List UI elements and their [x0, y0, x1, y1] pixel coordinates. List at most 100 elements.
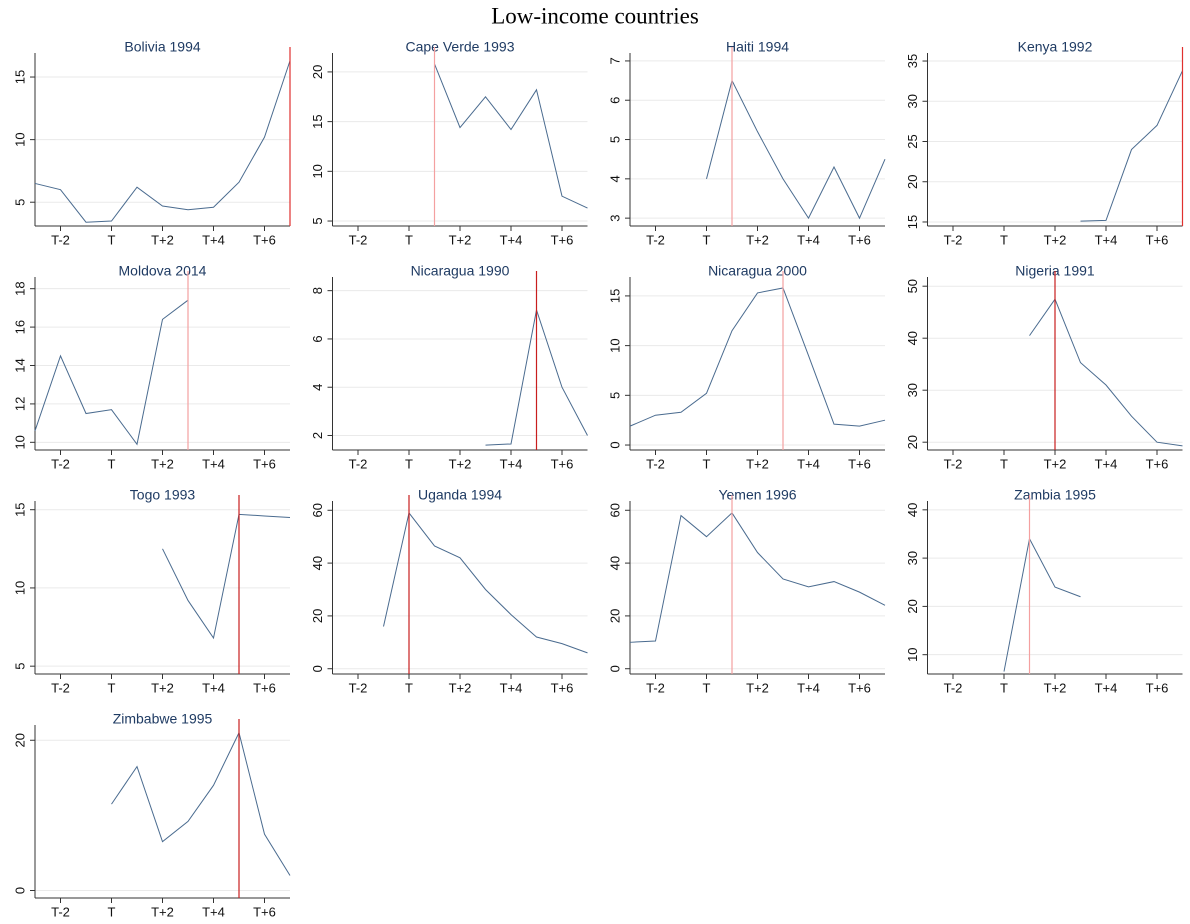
y-tick-label: 15	[310, 114, 325, 128]
data-line	[629, 287, 886, 427]
y-tick-label: 10	[310, 164, 325, 178]
x-tick-label: T+2	[151, 904, 174, 919]
y-tick-label: 12	[12, 397, 27, 411]
x-tick-label: T+6	[848, 680, 871, 695]
x-tick-label: T+6	[551, 456, 574, 471]
x-tick-label: T+4	[202, 232, 225, 247]
y-tick-label: 60	[310, 503, 325, 517]
y-tick-label: 6	[310, 335, 325, 342]
panel-title: Haiti 1994	[726, 39, 789, 55]
x-tick-label: T+2	[1044, 456, 1067, 471]
panel: Nigeria 1991 20 30 40 50 T-2 T T+2 T+4 T+6	[905, 263, 1183, 471]
y-tick-label: 5	[12, 199, 27, 206]
x-tick-label: T	[703, 232, 711, 247]
page-title: Low-income countries	[491, 3, 699, 28]
x-tick-label: T	[405, 680, 413, 695]
x-tick-label: T+2	[1044, 232, 1067, 247]
y-tick-label: 7	[607, 57, 622, 64]
x-tick-label: T+2	[449, 456, 472, 471]
y-tick-label: 40	[310, 556, 325, 570]
x-tick-label: T+6	[848, 232, 871, 247]
panel-title: Nicaragua 1990	[411, 263, 510, 279]
data-line	[383, 511, 588, 654]
y-tick-label: 15	[12, 70, 27, 84]
x-tick-label: T+2	[151, 456, 174, 471]
y-tick-label: 20	[310, 65, 325, 79]
y-tick-label: 5	[12, 663, 27, 670]
panel: Nicaragua 2000 0 5 10 15 T-2 T T+2 T+4 T+6	[607, 263, 886, 471]
y-tick-label: 35	[905, 54, 920, 68]
y-tick-label: 30	[905, 551, 920, 565]
y-tick-label: 20	[905, 599, 920, 613]
y-tick-label: 40	[905, 503, 920, 517]
x-tick-label: T+6	[253, 904, 276, 919]
x-tick-label: T-2	[51, 680, 70, 695]
panel: Moldova 2014 10 12 14 16 18 T-2 T T+2 T+4 T+6	[12, 263, 290, 471]
y-tick-label: 20	[310, 609, 325, 623]
x-tick-label: T+6	[253, 232, 276, 247]
x-tick-label: T+4	[500, 456, 523, 471]
y-tick-label: 40	[905, 331, 920, 345]
x-tick-label: T+4	[797, 232, 820, 247]
x-tick-label: T+4	[202, 680, 225, 695]
y-tick-label: 10	[12, 132, 27, 146]
data-line	[629, 512, 886, 643]
x-tick-label: T+2	[746, 456, 769, 471]
x-tick-label: T+4	[1095, 232, 1118, 247]
x-tick-label: T+6	[253, 456, 276, 471]
x-tick-label: T	[405, 232, 413, 247]
x-tick-label: T-2	[51, 456, 70, 471]
data-line	[434, 63, 588, 209]
y-tick-label: 14	[12, 358, 27, 372]
panel-title: Zimbabwe 1995	[113, 711, 213, 727]
x-tick-label: T+2	[449, 232, 472, 247]
panel: Cape Verde 1993 5 10 15 20 T-2 T T+2 T+4 T+6	[310, 39, 588, 247]
panel: Bolivia 1994 5 10 15 T-2 T T+2 T+4 T+6	[12, 39, 291, 247]
data-line	[34, 60, 291, 223]
x-tick-label: T+4	[797, 680, 820, 695]
x-tick-label: T	[703, 456, 711, 471]
x-tick-label: T+2	[151, 232, 174, 247]
x-tick-label: T-2	[349, 456, 368, 471]
panel-title: Cape Verde 1993	[406, 39, 515, 55]
x-tick-label: T+4	[1095, 456, 1118, 471]
y-tick-label: 15	[12, 502, 27, 516]
panel: Zimbabwe 1995 0 20 T-2 T T+2 T+4 T+6	[12, 711, 291, 919]
y-tick-label: 10	[905, 647, 920, 661]
x-tick-label: T+6	[551, 680, 574, 695]
panel: Kenya 1992 15 20 25 30 35 T-2 T T+2 T+4 T+6	[905, 39, 1184, 247]
x-tick-label: T-2	[944, 680, 963, 695]
x-tick-label: T+4	[1095, 680, 1118, 695]
y-tick-label: 5	[607, 136, 622, 143]
x-tick-label: T+6	[551, 232, 574, 247]
data-line	[1029, 298, 1183, 447]
data-line	[1003, 537, 1081, 672]
x-tick-label: T	[1000, 456, 1008, 471]
x-tick-label: T-2	[646, 456, 665, 471]
x-tick-label: T	[1000, 680, 1008, 695]
data-line	[706, 79, 886, 220]
y-tick-label: 4	[607, 175, 622, 182]
x-tick-label: T+6	[253, 680, 276, 695]
x-tick-label: T+4	[202, 456, 225, 471]
y-tick-label: 30	[905, 383, 920, 397]
data-line	[1080, 70, 1183, 222]
panel: Haiti 1994 3 4 5 6 7 T-2 T T+2 T+4 T+6	[607, 39, 886, 247]
y-tick-label: 30	[905, 94, 920, 108]
y-tick-label: 20	[607, 609, 622, 623]
y-tick-label: 0	[607, 441, 622, 448]
y-tick-label: 0	[12, 887, 27, 894]
panel-title: Bolivia 1994	[124, 39, 200, 55]
x-tick-label: T+6	[1146, 456, 1169, 471]
x-tick-label: T+2	[746, 680, 769, 695]
x-tick-label: T-2	[349, 680, 368, 695]
y-tick-label: 0	[310, 665, 325, 672]
x-tick-label: T	[108, 232, 116, 247]
y-tick-label: 18	[12, 281, 27, 295]
y-tick-label: 5	[607, 392, 622, 399]
panel-title: Nicaragua 2000	[708, 263, 807, 279]
x-tick-label: T	[108, 680, 116, 695]
y-tick-label: 10	[607, 338, 622, 352]
y-tick-label: 16	[12, 320, 27, 334]
y-tick-label: 6	[607, 97, 622, 104]
